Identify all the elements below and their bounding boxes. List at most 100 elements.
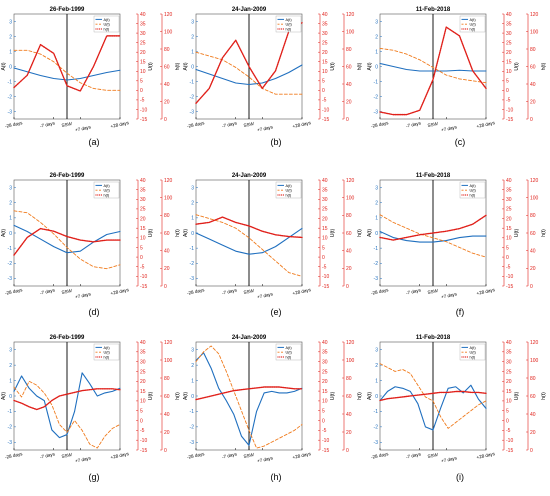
left-tick-label: 0: [191, 64, 194, 70]
legend-entry: U(t): [104, 23, 111, 27]
middle-tick-label: -10: [140, 107, 147, 113]
middle-tick-label: 0: [506, 418, 509, 424]
right-axis-label: h(t): [541, 62, 547, 70]
left-tick-label: -2: [8, 261, 13, 267]
middle-axis-label: U(t): [330, 62, 336, 71]
series-ut-line: [379, 47, 487, 84]
panel-i: 11-Feb-20183210-1-2-3A(t)403530252015105…: [367, 335, 547, 482]
right-axis-label: h(t): [175, 229, 181, 237]
right-tick-label: 0: [346, 117, 349, 123]
left-tick-label: 2: [9, 201, 12, 207]
right-tick-label: 100: [164, 358, 173, 364]
left-tick-label: 3: [375, 19, 378, 25]
right-tick-label: 120: [164, 340, 173, 346]
legend-entry: h(t): [286, 27, 292, 31]
panel-title: 24-Jan-2009: [232, 335, 267, 341]
panel-f: 11-Feb-20183210-1-2-3A(t)403530252015105…: [367, 173, 547, 317]
left-tick-label: -1: [8, 409, 13, 415]
legend-entry: A(t): [286, 18, 293, 22]
x-tick-label: +7 days: [440, 455, 458, 463]
legend-box: [459, 343, 486, 361]
series-ht-line: [195, 216, 303, 239]
middle-tick-label: 30: [506, 31, 512, 37]
panel-d: 26-Feb-19993210-1-2-3A(t)403530252015105…: [1, 173, 181, 317]
legend-box: [275, 343, 302, 361]
right-tick-label: 0: [164, 284, 167, 290]
right-tick-label: 60: [346, 231, 352, 237]
x-tick-label: +7 days: [256, 455, 274, 463]
left-tick-label: 2: [191, 34, 194, 40]
left-tick-label: 0: [375, 64, 378, 70]
x-tick-label: -7 days: [222, 451, 238, 459]
legend-entry: h(t): [470, 193, 476, 197]
middle-tick-label: -10: [322, 107, 329, 113]
middle-tick-label: 10: [140, 236, 146, 242]
middle-tick-label: 15: [140, 226, 146, 232]
right-tick-label: 120: [530, 12, 539, 18]
middle-tick-label: 15: [322, 226, 328, 232]
right-tick-label: 80: [530, 47, 536, 53]
left-tick-label: -3: [190, 276, 195, 282]
middle-tick-label: 35: [506, 21, 512, 27]
series-at-line: [195, 64, 303, 86]
middle-tick-label: -10: [140, 274, 147, 280]
left-tick-label: -1: [374, 246, 379, 252]
middle-tick-label: 40: [140, 12, 146, 18]
right-axis-label: h(t): [357, 392, 363, 400]
right-tick-label: 0: [530, 117, 533, 123]
x-tick-label: -28 days: [5, 451, 24, 460]
middle-tick-label: 5: [506, 79, 509, 85]
middle-tick-label: -10: [322, 274, 329, 280]
right-tick-label: 80: [164, 47, 170, 53]
left-tick-label: 0: [9, 231, 12, 237]
right-tick-label: 60: [346, 64, 352, 70]
legend-entry: h(t): [286, 355, 292, 359]
x-tick-label: SSW: [61, 288, 73, 295]
right-tick-label: 120: [530, 340, 539, 346]
right-tick-label: 20: [346, 266, 352, 272]
right-tick-label: 120: [346, 340, 355, 346]
right-tick-label: 20: [346, 430, 352, 436]
middle-tick-label: 20: [506, 379, 512, 385]
middle-tick-label: 5: [140, 409, 143, 415]
series-ut-line: [13, 380, 121, 449]
series-ut-line: [13, 49, 121, 91]
middle-tick-label: -10: [506, 274, 513, 280]
panel-title: 26-Feb-1999: [50, 7, 85, 13]
legend-entry: A(t): [470, 184, 477, 188]
x-tick-label: +7 days: [440, 291, 458, 299]
right-axis-label: h(t): [541, 229, 547, 237]
middle-tick-label: 0: [140, 255, 143, 261]
middle-tick-label: 5: [506, 409, 509, 415]
middle-tick-label: -5: [506, 428, 511, 434]
series-ht-line: [13, 388, 121, 411]
x-tick-label: +28 days: [292, 120, 312, 129]
right-tick-label: 20: [164, 430, 170, 436]
legend-box: [93, 181, 120, 199]
legend-entry: U(t): [470, 23, 477, 27]
middle-tick-label: 30: [506, 197, 512, 203]
right-tick-label: 80: [346, 47, 352, 53]
left-tick-label: 1: [375, 378, 378, 384]
middle-tick-label: 30: [140, 359, 146, 365]
middle-tick-label: 20: [140, 216, 146, 222]
left-tick-label: 1: [9, 216, 12, 222]
series-ht-line: [13, 35, 121, 92]
series-ut-line: [13, 210, 121, 270]
right-tick-label: 20: [530, 266, 536, 272]
left-axis-label: A(t): [183, 392, 189, 400]
middle-axis-label: U(t): [148, 229, 154, 238]
left-tick-label: 1: [9, 49, 12, 55]
middle-tick-label: 20: [506, 50, 512, 56]
x-tick-label: +28 days: [292, 287, 312, 296]
legend-entry: U(t): [470, 189, 477, 193]
middle-tick-label: -5: [322, 428, 327, 434]
right-axis-label: h(t): [175, 392, 181, 400]
left-tick-label: -3: [374, 109, 379, 115]
x-tick-label: -7 days: [40, 120, 56, 128]
left-axis-label: A(t): [367, 392, 373, 400]
middle-tick-label: 20: [140, 379, 146, 385]
middle-tick-label: -5: [140, 265, 145, 271]
x-tick-label: +28 days: [476, 287, 496, 296]
left-tick-label: 3: [9, 348, 12, 354]
